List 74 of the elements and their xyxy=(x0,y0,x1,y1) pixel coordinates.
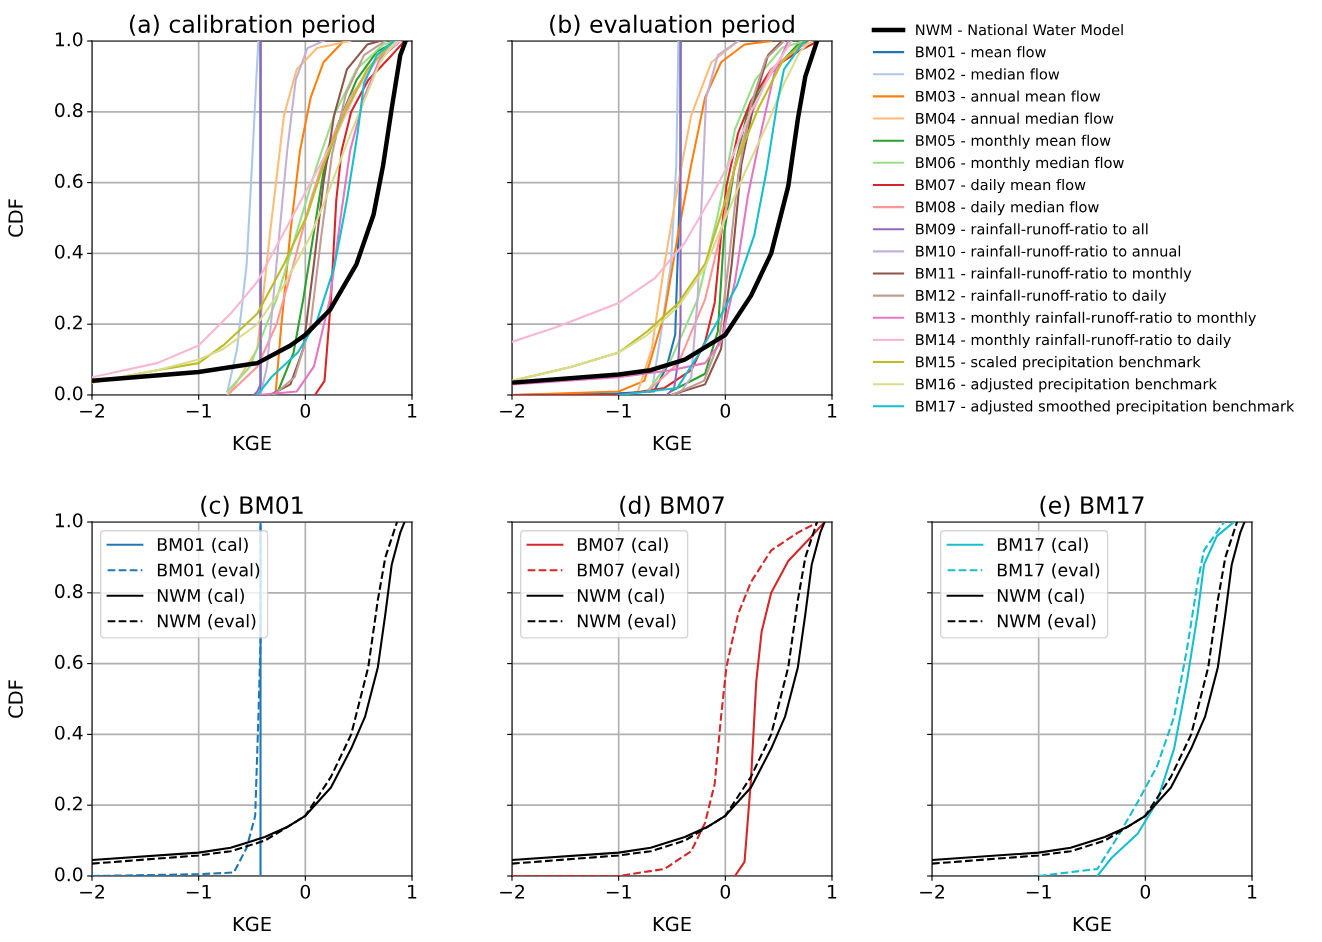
legend-label: BM01 (eval) xyxy=(157,563,260,579)
x-tick-label: 0 xyxy=(720,403,731,418)
legend-label: BM17 (eval) xyxy=(997,563,1100,579)
legend-label: BM14 - monthly rainfall-runoff-ratio to daily xyxy=(916,333,1231,349)
y-tick-label: 0.0 xyxy=(55,867,83,882)
y-axis-title: CDF xyxy=(8,199,23,237)
legend-label: NWM (cal) xyxy=(997,588,1084,605)
x-tick-label: −1 xyxy=(606,884,631,899)
y-tick-label: 0.4 xyxy=(55,244,83,259)
legend-label: BM11 - rainfall-runoff-ratio to monthly xyxy=(916,267,1192,282)
legend-label: BM17 (cal) xyxy=(997,537,1088,554)
x-tick-label: 1 xyxy=(828,403,837,418)
y-tick-label: 1.0 xyxy=(55,32,83,47)
x-tick-label: 0 xyxy=(300,884,311,899)
legend-label: BM08 - daily median flow xyxy=(916,201,1099,216)
legend-label: NWM (cal) xyxy=(157,588,244,605)
x-tick-label: −1 xyxy=(1026,884,1051,899)
legend-label: BM02 - median flow xyxy=(916,68,1060,80)
legend-label: BM13 - monthly rainfall-runoff-ratio to monthly xyxy=(916,311,1256,326)
x-tick-label: −2 xyxy=(80,884,104,899)
x-tick-label: −1 xyxy=(606,403,631,418)
x-tick-label: −2 xyxy=(920,884,944,899)
x-tick-label: 0 xyxy=(720,884,731,899)
x-tick-label: 1 xyxy=(408,403,417,418)
y-tick-label: 0.6 xyxy=(55,173,83,189)
y-tick-label: 0.6 xyxy=(55,654,83,670)
legend-label: BM01 (cal) xyxy=(157,537,248,554)
x-axis-title: KGE xyxy=(233,916,271,932)
x-tick-label: −1 xyxy=(186,884,211,899)
legend-label: BM15 - scaled precipitation benchmark xyxy=(916,356,1201,371)
x-tick-label: 1 xyxy=(828,884,837,899)
y-tick-label: 0.8 xyxy=(55,103,83,118)
x-axis-title: KGE xyxy=(653,435,691,451)
legend-label: BM01 - mean flow xyxy=(916,46,1046,58)
legend-label: BM05 - monthly mean flow xyxy=(916,134,1111,149)
x-tick-label: −2 xyxy=(500,884,524,899)
chart-title: (c) BM01 xyxy=(201,495,303,517)
legend-label: BM17 - adjusted smoothed precipitation benchmark xyxy=(916,400,1295,415)
legend-label: BM07 (cal) xyxy=(577,537,668,554)
y-axis-title: CDF xyxy=(8,680,23,718)
legend-label: NWM - National Water Model xyxy=(916,24,1123,36)
x-tick-label: 1 xyxy=(1248,884,1257,899)
x-axis-title: KGE xyxy=(1073,916,1111,932)
legend-label: BM03 - annual mean flow xyxy=(916,90,1101,102)
x-tick-label: −1 xyxy=(186,403,211,418)
legend-label: NWM (eval) xyxy=(157,614,256,630)
x-axis-title: KGE xyxy=(653,916,691,932)
chart-title: (e) BM17 xyxy=(1040,495,1144,517)
legend-label: BM07 (eval) xyxy=(577,563,680,579)
chart-title: (b) evaluation period xyxy=(550,14,794,38)
legend-label: BM06 - monthly median flow xyxy=(916,156,1124,171)
y-tick-label: 0.0 xyxy=(55,386,83,401)
chart-title: (a) calibration period xyxy=(129,14,374,38)
legend-label: NWM (eval) xyxy=(997,614,1096,630)
legend-label: BM16 - adjusted precipitation benchmark xyxy=(916,378,1217,393)
legend-label: BM10 - rainfall-runoff-ratio to annual xyxy=(916,245,1181,257)
x-axis-title: KGE xyxy=(233,435,271,451)
legend-label: BM12 - rainfall-runoff-ratio to daily xyxy=(916,289,1167,304)
y-tick-label: 0.2 xyxy=(55,796,82,811)
x-tick-label: 1 xyxy=(408,884,417,899)
legend-label: BM09 - rainfall-runoff-ratio to all xyxy=(916,223,1148,235)
x-tick-label: 0 xyxy=(300,403,311,418)
y-tick-label: 0.4 xyxy=(55,725,83,740)
chart-title: (d) BM07 xyxy=(620,495,724,517)
x-tick-label: −2 xyxy=(500,403,524,418)
legend-label: BM07 - daily mean flow xyxy=(916,178,1086,194)
x-tick-label: −2 xyxy=(80,403,104,418)
legend-label: NWM (cal) xyxy=(577,588,664,605)
legend-label: NWM (eval) xyxy=(577,614,676,630)
x-tick-label: 0 xyxy=(1140,884,1151,899)
legend-label: BM04 - annual median flow xyxy=(916,112,1114,124)
y-tick-label: 0.8 xyxy=(55,584,83,599)
y-tick-label: 0.2 xyxy=(55,315,82,330)
y-tick-label: 1.0 xyxy=(55,513,83,528)
